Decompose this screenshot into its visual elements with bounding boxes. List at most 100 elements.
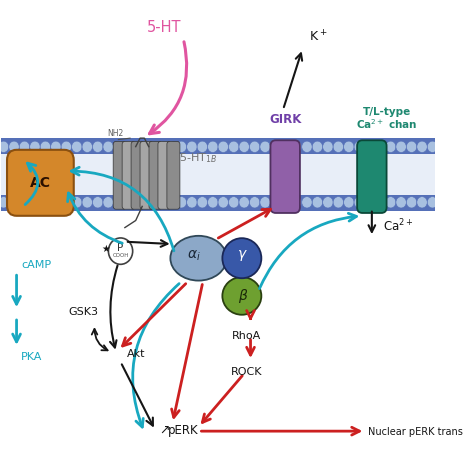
Text: $\alpha_i$: $\alpha_i$ xyxy=(187,249,201,263)
Circle shape xyxy=(249,141,260,153)
Circle shape xyxy=(218,141,228,153)
Circle shape xyxy=(134,197,145,208)
Bar xyxy=(1,138,435,154)
Bar xyxy=(1,195,435,211)
Circle shape xyxy=(375,197,385,208)
Circle shape xyxy=(176,197,187,208)
Circle shape xyxy=(302,141,312,153)
Text: RhoA: RhoA xyxy=(232,331,261,341)
Circle shape xyxy=(124,197,134,208)
Circle shape xyxy=(51,141,61,153)
Text: $\gamma$: $\gamma$ xyxy=(237,248,248,264)
Circle shape xyxy=(103,141,113,153)
Circle shape xyxy=(354,197,365,208)
Circle shape xyxy=(0,197,9,208)
Circle shape xyxy=(113,141,124,153)
Circle shape xyxy=(218,197,228,208)
Circle shape xyxy=(40,141,51,153)
Text: Ca$^{2+}$: Ca$^{2+}$ xyxy=(383,217,413,234)
Text: Nuclear pERK trans: Nuclear pERK trans xyxy=(367,427,463,437)
FancyBboxPatch shape xyxy=(158,141,171,209)
Circle shape xyxy=(281,197,291,208)
Circle shape xyxy=(323,141,333,153)
Circle shape xyxy=(375,141,385,153)
Circle shape xyxy=(333,141,344,153)
FancyBboxPatch shape xyxy=(131,141,144,209)
Text: ROCK: ROCK xyxy=(230,366,262,376)
Circle shape xyxy=(92,197,103,208)
Circle shape xyxy=(260,141,270,153)
Circle shape xyxy=(417,197,427,208)
Circle shape xyxy=(61,141,72,153)
Text: P: P xyxy=(118,243,124,253)
Circle shape xyxy=(365,197,375,208)
Circle shape xyxy=(208,141,218,153)
Text: ★: ★ xyxy=(101,244,110,254)
Circle shape xyxy=(396,141,406,153)
Circle shape xyxy=(92,141,103,153)
Circle shape xyxy=(134,141,145,153)
Circle shape xyxy=(103,197,113,208)
Circle shape xyxy=(396,197,406,208)
Circle shape xyxy=(82,197,92,208)
Text: ↗: ↗ xyxy=(160,424,170,437)
FancyBboxPatch shape xyxy=(140,141,153,209)
Circle shape xyxy=(228,141,239,153)
Circle shape xyxy=(239,141,249,153)
Circle shape xyxy=(113,197,124,208)
Circle shape xyxy=(385,197,396,208)
Text: GSK3: GSK3 xyxy=(69,307,99,317)
Circle shape xyxy=(72,141,82,153)
Circle shape xyxy=(344,141,354,153)
FancyBboxPatch shape xyxy=(122,141,135,209)
Circle shape xyxy=(270,197,281,208)
Circle shape xyxy=(0,141,9,153)
Circle shape xyxy=(187,141,197,153)
Text: COOH: COOH xyxy=(112,253,129,258)
Circle shape xyxy=(249,197,260,208)
Text: T/L-type: T/L-type xyxy=(363,107,411,117)
FancyBboxPatch shape xyxy=(7,150,74,216)
FancyBboxPatch shape xyxy=(271,140,300,213)
Text: cAMP: cAMP xyxy=(21,260,51,270)
Circle shape xyxy=(9,197,19,208)
FancyBboxPatch shape xyxy=(149,141,162,209)
Circle shape xyxy=(155,197,166,208)
Circle shape xyxy=(61,197,72,208)
Circle shape xyxy=(417,141,427,153)
Circle shape xyxy=(145,141,155,153)
Circle shape xyxy=(40,197,51,208)
Circle shape xyxy=(406,141,417,153)
Circle shape xyxy=(281,141,291,153)
Circle shape xyxy=(51,197,61,208)
Circle shape xyxy=(176,141,187,153)
Circle shape xyxy=(19,197,30,208)
Circle shape xyxy=(270,141,281,153)
Circle shape xyxy=(166,197,176,208)
Circle shape xyxy=(155,141,166,153)
Circle shape xyxy=(344,197,354,208)
FancyBboxPatch shape xyxy=(113,141,126,209)
Circle shape xyxy=(427,141,438,153)
Circle shape xyxy=(302,197,312,208)
Circle shape xyxy=(312,141,323,153)
Text: 5-HT: 5-HT xyxy=(146,20,181,35)
Text: Ca$^{2+}$ chan: Ca$^{2+}$ chan xyxy=(356,117,418,131)
Circle shape xyxy=(30,141,40,153)
Circle shape xyxy=(145,197,155,208)
Text: GIRK: GIRK xyxy=(269,113,301,126)
Ellipse shape xyxy=(222,238,261,278)
Circle shape xyxy=(292,141,301,153)
Circle shape xyxy=(82,141,92,153)
Text: NH2: NH2 xyxy=(108,129,124,138)
Text: 5-HT$_{1B}$: 5-HT$_{1B}$ xyxy=(179,152,217,165)
Circle shape xyxy=(124,141,134,153)
Circle shape xyxy=(30,197,40,208)
Circle shape xyxy=(228,197,239,208)
Ellipse shape xyxy=(222,277,261,315)
FancyBboxPatch shape xyxy=(357,140,387,213)
Circle shape xyxy=(72,197,82,208)
Circle shape xyxy=(385,141,396,153)
Circle shape xyxy=(166,141,176,153)
Circle shape xyxy=(312,197,323,208)
